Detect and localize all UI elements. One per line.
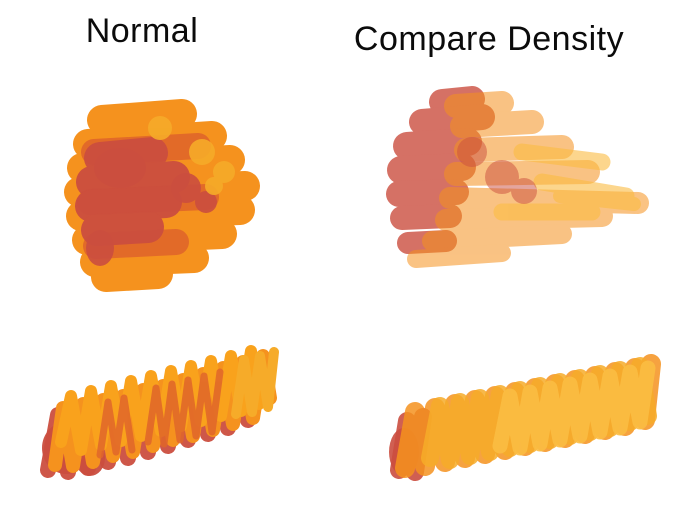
marker-stroke — [407, 244, 511, 268]
band-golden-highlight-scribble — [492, 360, 656, 456]
brush-sample-normal-scribble-band — [40, 345, 279, 480]
band-amber-tail — [231, 347, 279, 419]
brush-sample-normal-wedge — [64, 99, 260, 292]
paint-blob — [205, 177, 223, 195]
marker-stroke — [81, 211, 164, 246]
marker-stroke — [553, 189, 641, 211]
marker-stroke — [513, 143, 611, 171]
paint-blob — [148, 116, 172, 140]
band-dark-stripe-accents — [96, 368, 224, 459]
paint-blob — [457, 137, 487, 167]
brush-sample-compare-density-wedge — [386, 86, 649, 268]
brush-sample-compare-density-scribble-band — [389, 354, 661, 481]
marker-stroke — [533, 173, 635, 205]
marker-stroke — [75, 186, 182, 222]
marker-scribble — [144, 368, 224, 448]
paint-blob — [171, 173, 201, 203]
wedge-golden-tail-strokes — [493, 143, 641, 221]
marker-stroke — [91, 259, 173, 292]
marker-stroke — [422, 224, 572, 251]
paint-blob — [485, 160, 519, 194]
column-label-compare-density: Compare Density — [353, 20, 625, 58]
marker-scribble — [492, 360, 656, 456]
wedge-amber-highlights — [148, 116, 235, 195]
paint-blob — [86, 230, 114, 266]
column-label-normal: Normal — [85, 12, 199, 50]
paint-blob — [213, 161, 235, 183]
marker-scribble — [231, 347, 279, 419]
marker-scribble — [96, 394, 136, 459]
wedge-red-overlap-spots — [457, 137, 537, 204]
paint-blob — [94, 148, 146, 188]
marker-stroke — [444, 91, 514, 118]
paint-blob — [189, 139, 215, 165]
marker-stroke — [87, 99, 197, 135]
marker-stroke — [444, 160, 600, 186]
marker-stroke — [450, 110, 544, 138]
paint-blob — [195, 191, 217, 213]
wedge-red-spots — [86, 148, 217, 266]
paint-blob — [511, 178, 537, 204]
